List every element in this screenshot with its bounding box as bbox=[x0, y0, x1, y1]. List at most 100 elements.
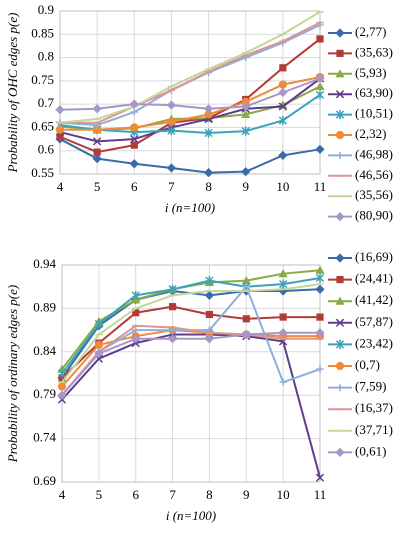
marker bbox=[57, 368, 67, 379]
legend-label: (0,7) bbox=[355, 357, 380, 372]
legend-label: (7,59) bbox=[355, 379, 386, 394]
x-tick-label: 11 bbox=[314, 179, 327, 194]
y-tick-label: 0.74 bbox=[33, 430, 56, 445]
marker bbox=[279, 64, 287, 72]
marker bbox=[278, 286, 288, 296]
y-tick-label: 0.9 bbox=[38, 2, 54, 17]
marker bbox=[94, 340, 103, 349]
legend-label: (0,61) bbox=[355, 443, 386, 458]
marker bbox=[168, 303, 177, 311]
marker bbox=[204, 334, 215, 344]
marker bbox=[316, 313, 324, 321]
legend-label: (5,93) bbox=[355, 65, 386, 80]
marker bbox=[241, 101, 251, 112]
marker bbox=[166, 100, 177, 110]
data-line bbox=[61, 305, 320, 379]
marker bbox=[203, 104, 214, 114]
marker bbox=[278, 80, 287, 89]
legend-marker bbox=[335, 130, 345, 140]
legend-marker bbox=[335, 296, 345, 305]
marker bbox=[94, 319, 103, 329]
y-tick-label: 0.69 bbox=[33, 473, 56, 488]
legend-label: (16,37) bbox=[355, 400, 393, 415]
legend-marker bbox=[336, 384, 344, 392]
marker bbox=[315, 73, 325, 84]
x-tick-label: 9 bbox=[242, 179, 249, 194]
x-tick-label: 4 bbox=[59, 487, 66, 502]
marker bbox=[241, 329, 251, 340]
marker bbox=[315, 473, 325, 482]
x-tick-label: 9 bbox=[243, 487, 250, 502]
marker bbox=[241, 126, 250, 136]
marker bbox=[132, 326, 140, 334]
marker bbox=[279, 313, 287, 321]
marker bbox=[278, 87, 288, 98]
marker bbox=[130, 141, 138, 149]
marker bbox=[129, 159, 139, 169]
marker bbox=[167, 126, 176, 136]
y-tick-label: 0.94 bbox=[33, 256, 56, 271]
legend-marker bbox=[335, 447, 345, 457]
legend-label: (37,71) bbox=[355, 422, 393, 437]
legend-marker bbox=[335, 318, 345, 327]
marker bbox=[93, 148, 101, 156]
marker bbox=[130, 108, 138, 116]
marker bbox=[55, 125, 65, 134]
data-line bbox=[59, 11, 321, 124]
legend-marker bbox=[335, 69, 345, 78]
y-tick-label: 0.7 bbox=[38, 95, 55, 110]
data-line bbox=[61, 331, 320, 396]
y-axis-title: Probability of OHC edges p(e) bbox=[5, 13, 20, 174]
x-tick-label: 6 bbox=[132, 487, 139, 502]
legend-label: (46,98) bbox=[355, 146, 393, 161]
y-tick-label: 0.85 bbox=[31, 25, 54, 40]
legend-marker bbox=[335, 28, 345, 38]
marker bbox=[278, 269, 288, 278]
legend-marker bbox=[336, 151, 344, 159]
marker bbox=[203, 168, 214, 178]
marker bbox=[241, 97, 250, 106]
marker bbox=[93, 137, 102, 146]
x-tick-label: 8 bbox=[206, 487, 213, 502]
legend-label: (16,69) bbox=[355, 249, 393, 264]
legend-marker bbox=[335, 110, 345, 120]
marker bbox=[94, 348, 104, 359]
marker bbox=[205, 310, 214, 319]
marker bbox=[315, 284, 325, 294]
data-line bbox=[59, 77, 321, 143]
marker bbox=[93, 125, 102, 134]
y-tick-label: 0.55 bbox=[31, 165, 54, 180]
data-line bbox=[61, 324, 320, 396]
marker bbox=[278, 328, 288, 338]
marker bbox=[279, 378, 287, 386]
marker bbox=[56, 133, 64, 141]
marker bbox=[279, 279, 288, 289]
data-line bbox=[59, 38, 321, 154]
marker bbox=[204, 110, 213, 119]
marker bbox=[278, 150, 288, 160]
marker bbox=[242, 283, 250, 291]
x-axis-title: i (n=100) bbox=[166, 508, 216, 523]
marker bbox=[55, 105, 65, 115]
legend-label: (57,87) bbox=[355, 314, 393, 329]
marker bbox=[166, 163, 177, 173]
x-tick-label: 8 bbox=[205, 179, 212, 194]
marker bbox=[316, 35, 324, 43]
legend-label: (24,41) bbox=[355, 271, 393, 286]
marker bbox=[241, 276, 251, 285]
data-line bbox=[59, 77, 321, 111]
marker bbox=[204, 290, 215, 300]
legend-marker bbox=[335, 212, 345, 222]
x-tick-label: 7 bbox=[169, 487, 176, 502]
data-line bbox=[61, 277, 321, 375]
marker bbox=[241, 109, 251, 118]
legend-label: (10,51) bbox=[355, 106, 393, 121]
marker bbox=[316, 365, 324, 373]
y-tick-label: 0.8 bbox=[38, 49, 54, 64]
marker bbox=[131, 334, 141, 344]
marker bbox=[315, 144, 325, 154]
marker bbox=[315, 265, 325, 274]
legend-label: (41,42) bbox=[355, 292, 393, 307]
marker bbox=[242, 315, 250, 323]
x-tick-label: 11 bbox=[314, 487, 327, 502]
